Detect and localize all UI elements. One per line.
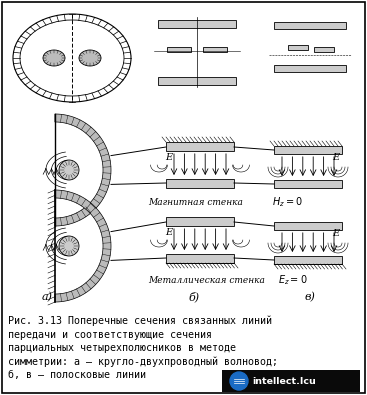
Text: Рис. 3.13 Поперечные сечения связанных линий: Рис. 3.13 Поперечные сечения связанных л…: [8, 316, 272, 327]
Bar: [166, 142, 234, 151]
Text: E: E: [332, 153, 339, 162]
Bar: [158, 77, 236, 85]
Bar: [288, 45, 308, 50]
Text: intellect.Icu: intellect.Icu: [252, 376, 316, 386]
Bar: [158, 20, 236, 28]
Circle shape: [59, 236, 79, 256]
Bar: [274, 222, 342, 230]
Bar: [274, 65, 346, 72]
Bar: [167, 47, 191, 52]
Polygon shape: [55, 190, 111, 302]
Text: $H_z=0$: $H_z=0$: [272, 195, 303, 209]
Ellipse shape: [79, 50, 101, 66]
Bar: [166, 217, 234, 226]
Text: Магнитная стенка: Магнитная стенка: [148, 198, 243, 207]
Text: симметрии: а – кругло-двухпроводный волновод;: симметрии: а – кругло-двухпроводный волн…: [8, 357, 278, 367]
Text: E: E: [332, 229, 339, 238]
Bar: [314, 47, 334, 52]
Text: в): в): [305, 292, 316, 302]
Circle shape: [230, 372, 248, 390]
Ellipse shape: [43, 50, 65, 66]
Bar: [222, 370, 360, 392]
Bar: [274, 146, 342, 154]
Bar: [274, 180, 342, 188]
Text: E: E: [165, 153, 172, 162]
Text: парциальных четырехполюсников в методе: парциальных четырехполюсников в методе: [8, 343, 236, 353]
Bar: [274, 256, 342, 264]
Bar: [203, 47, 227, 52]
Circle shape: [59, 160, 79, 180]
Polygon shape: [55, 114, 111, 226]
Bar: [274, 22, 346, 29]
Text: а): а): [42, 292, 53, 302]
Text: Металлическая стенка: Металлическая стенка: [148, 276, 265, 285]
Bar: [166, 179, 234, 188]
Bar: [166, 254, 234, 263]
Text: б, в – полосковые линии: б, в – полосковые линии: [8, 370, 146, 380]
Text: $E_z=0$: $E_z=0$: [278, 273, 308, 287]
Text: передачи и соответствующие сечения: передачи и соответствующие сечения: [8, 329, 212, 339]
Text: E: E: [165, 228, 172, 237]
Text: б): б): [188, 291, 199, 302]
